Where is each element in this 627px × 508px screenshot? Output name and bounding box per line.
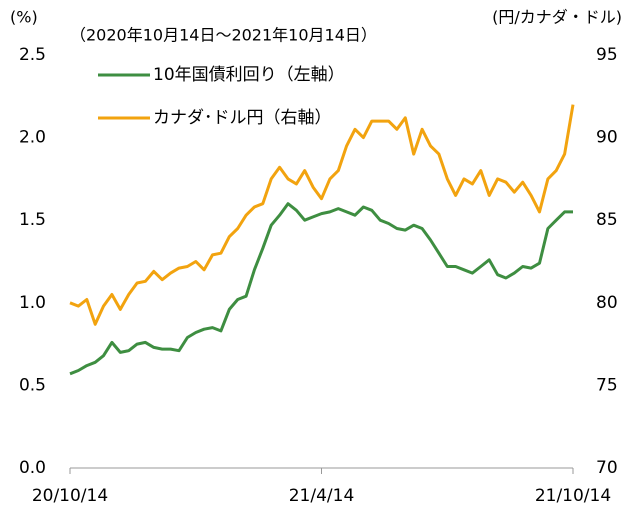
- y-tick-label: 0.0: [19, 458, 46, 478]
- y2-tick-label: 80: [596, 293, 618, 313]
- x-tick-label: 21/10/14: [535, 486, 611, 506]
- y-tick-label: 1.5: [19, 210, 46, 230]
- y2-tick-label: 70: [596, 458, 618, 478]
- y-tick-label: 1.0: [19, 293, 46, 313]
- y2-tick-label: 85: [596, 210, 618, 230]
- subtitle: （2020年10月14日～2021年10月14日）: [70, 26, 377, 45]
- y2-axis-label: (円/カナダ・ドル): [492, 8, 622, 27]
- x-tick-label: 20/10/14: [32, 486, 108, 506]
- series-line: [69, 104, 575, 326]
- y-tick-label: 0.5: [19, 375, 46, 395]
- y2-tick-label: 75: [596, 375, 618, 395]
- y2-tick-label: 90: [596, 128, 618, 148]
- y-tick-label: 2.5: [19, 45, 46, 65]
- y-axis-label: (%): [10, 8, 38, 27]
- y2-tick-label: 95: [596, 45, 618, 65]
- legend-label: カナダ･ドル円（右軸）: [153, 108, 332, 128]
- series-line: [69, 202, 573, 376]
- x-tick-label: 21/4/14: [289, 486, 355, 506]
- y-tick-label: 2.0: [19, 128, 46, 148]
- legend-label: 10年国債利回り（左軸）: [153, 65, 345, 85]
